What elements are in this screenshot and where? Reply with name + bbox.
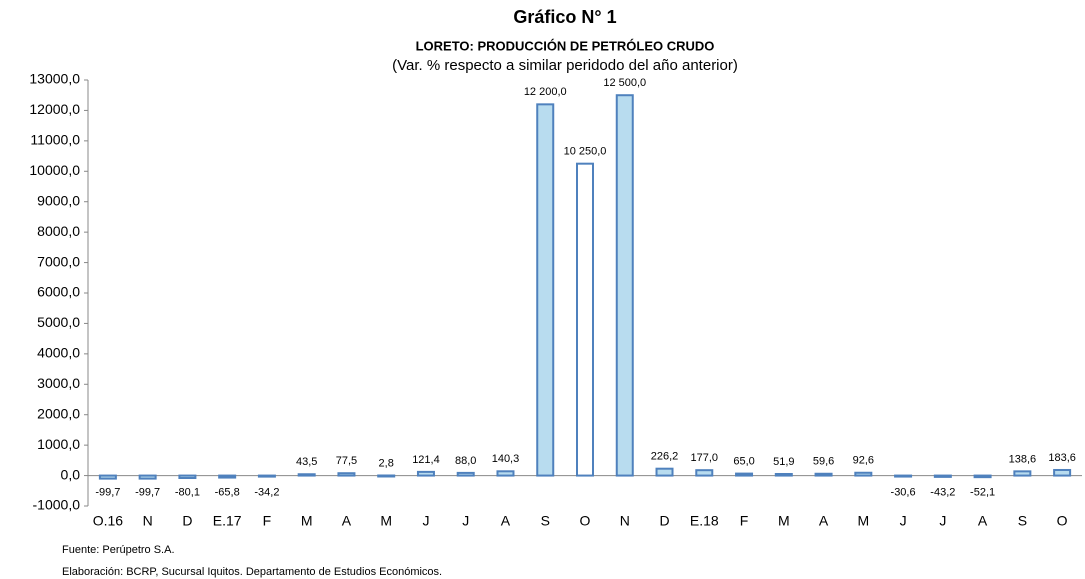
bar <box>576 162 594 477</box>
value-label: 92,6 <box>853 455 874 467</box>
bar <box>695 469 714 477</box>
x-tick-label: S <box>1018 513 1027 529</box>
bar <box>615 94 634 477</box>
y-tick-label: 12000,0 <box>29 101 80 117</box>
x-tick-label: M <box>301 513 313 529</box>
x-tick-label: M <box>380 513 392 529</box>
y-tick-label: 11000,0 <box>30 132 80 148</box>
x-tick-label: S <box>541 513 550 529</box>
x-tick-label: E.17 <box>213 513 242 529</box>
x-tick-label: D <box>659 513 669 529</box>
value-label: -80,1 <box>175 486 200 498</box>
x-tick-label: J <box>939 513 946 529</box>
x-tick-label: O <box>1057 513 1068 529</box>
x-tick-label: N <box>143 513 153 529</box>
value-label: -99,7 <box>135 486 160 498</box>
value-label: 177,0 <box>691 452 719 464</box>
x-tick-label: O <box>580 513 591 529</box>
y-tick-label: -1000,0 <box>33 497 81 513</box>
chart-title: Gráfico N° 1 <box>513 7 616 27</box>
bar <box>456 471 475 477</box>
y-tick-label: 9000,0 <box>37 192 80 208</box>
bar <box>854 471 873 477</box>
value-label: 121,4 <box>412 454 440 466</box>
bar <box>218 474 237 479</box>
x-tick-label: A <box>501 513 511 529</box>
value-label: 88,0 <box>455 455 476 467</box>
bar <box>973 474 992 479</box>
value-label: 65,0 <box>733 455 754 467</box>
bar <box>98 474 117 480</box>
bar <box>536 103 555 477</box>
bar <box>814 472 833 477</box>
value-label: -30,6 <box>891 486 916 498</box>
value-label: -34,2 <box>254 486 279 498</box>
bar <box>178 474 197 480</box>
y-tick-label: 7000,0 <box>37 253 80 269</box>
bar <box>933 474 952 478</box>
value-label: 43,5 <box>296 456 317 468</box>
x-tick-label: F <box>263 513 272 529</box>
value-label: 226,2 <box>651 451 679 463</box>
y-tick-label: 5000,0 <box>37 314 80 330</box>
bar <box>1053 468 1072 477</box>
y-tick-label: 8000,0 <box>37 223 80 239</box>
bar <box>774 472 793 477</box>
y-tick-label: 2000,0 <box>37 405 80 421</box>
bar <box>257 474 276 478</box>
x-tick-label: O.16 <box>93 513 124 529</box>
x-tick-label: J <box>900 513 907 529</box>
x-tick-label: A <box>819 513 829 529</box>
value-label: 140,3 <box>492 453 520 465</box>
x-tick-label: M <box>857 513 869 529</box>
bar <box>297 473 316 477</box>
value-label: 77,5 <box>336 455 357 467</box>
y-tick-label: 13000,0 <box>29 71 80 87</box>
x-tick-label: A <box>342 513 352 529</box>
bar <box>655 467 674 477</box>
value-label: 183,6 <box>1048 452 1076 464</box>
y-tick-label: 6000,0 <box>37 284 80 300</box>
x-tick-label: J <box>462 513 469 529</box>
bar <box>894 474 913 478</box>
chart-subtitle: LORETO: PRODUCCIÓN DE PETRÓLEO CRUDO <box>416 38 715 53</box>
value-label: 51,9 <box>773 456 794 468</box>
x-tick-label: E.18 <box>690 513 719 529</box>
x-tick-label: A <box>978 513 988 529</box>
credit: Elaboración: BCRP, Sucursal Iquitos. Dep… <box>62 566 442 578</box>
x-tick-label: J <box>422 513 429 529</box>
y-tick-label: 0,0 <box>61 466 81 482</box>
bar <box>1013 470 1032 477</box>
value-label: 10 250,0 <box>564 146 607 158</box>
x-tick-label: D <box>182 513 192 529</box>
y-tick-label: 4000,0 <box>37 345 80 361</box>
x-tick-label: M <box>778 513 790 529</box>
x-tick-label: N <box>620 513 630 529</box>
x-tick-label: F <box>740 513 749 529</box>
value-label: 59,6 <box>813 456 834 468</box>
value-label: 12 200,0 <box>524 86 567 98</box>
value-label: -43,2 <box>930 486 955 498</box>
bar <box>496 470 515 477</box>
source: Fuente: Perúpetro S.A. <box>62 544 175 556</box>
value-label: 2,8 <box>379 457 394 469</box>
value-label: 138,6 <box>1009 453 1037 465</box>
value-label: -52,1 <box>970 486 995 498</box>
y-tick-label: 1000,0 <box>37 436 80 452</box>
bar <box>735 472 754 477</box>
bar <box>377 474 396 478</box>
chart-note: (Var. % respecto a similar peridodo del … <box>392 57 738 74</box>
bar <box>138 474 157 480</box>
value-label: 12 500,0 <box>603 77 646 89</box>
y-tick-label: 3000,0 <box>37 375 80 391</box>
y-tick-label: 10000,0 <box>29 162 80 178</box>
value-label: -65,8 <box>215 486 240 498</box>
bar <box>337 472 356 477</box>
value-label: -99,7 <box>95 486 120 498</box>
bar <box>416 470 435 477</box>
